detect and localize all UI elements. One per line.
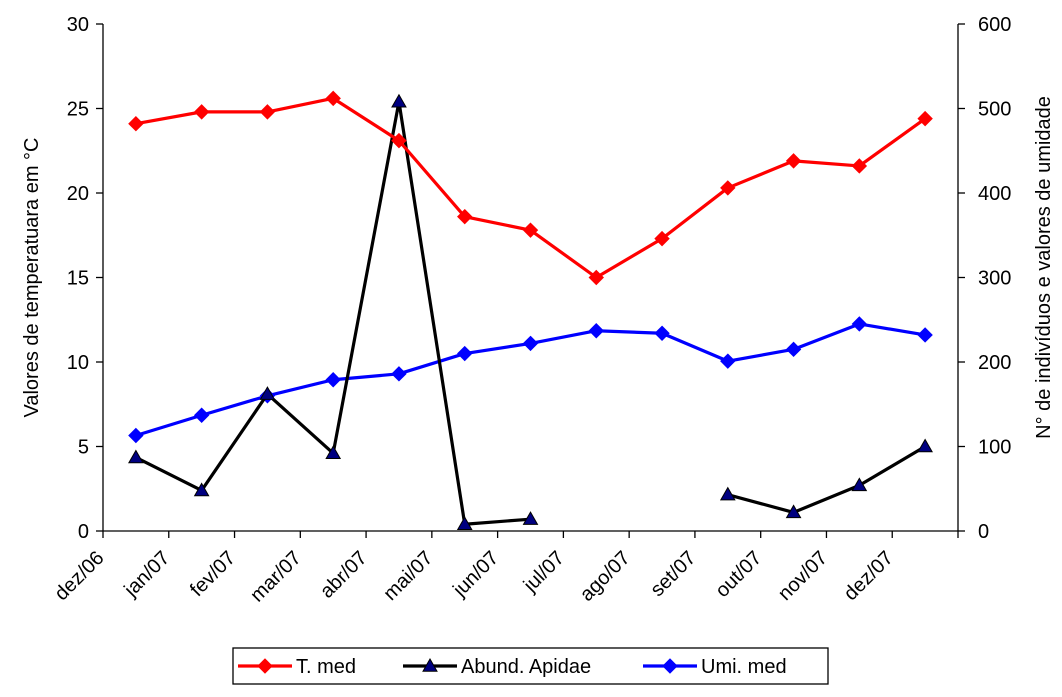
point-abund-apidae <box>851 477 868 492</box>
point-abund-apidae <box>719 486 736 501</box>
point-umi-med <box>588 323 604 339</box>
y-axis-right-title: N° de indivíduos e valores de umidade <box>1033 96 1055 439</box>
point-abund-apidae <box>259 386 276 400</box>
x-tick-label: dez/07 <box>840 547 898 605</box>
y-left-tick-label: 0 <box>78 521 89 543</box>
point-t-med <box>391 132 407 149</box>
point-abund-apidae <box>785 504 802 519</box>
point-umi-med <box>128 427 144 444</box>
point-t-med <box>522 222 539 238</box>
y-right-tick-label: 500 <box>978 99 1011 121</box>
point-t-med <box>654 230 670 247</box>
legend-label: T. med <box>296 656 356 678</box>
point-abund-apidae <box>456 516 473 530</box>
series-line-t-med <box>135 96 927 280</box>
x-tick-label: set/07 <box>646 547 700 601</box>
point-abund-apidae <box>522 511 539 525</box>
point-t-med <box>325 90 341 107</box>
legend-box <box>232 647 829 685</box>
series-line-abund-apidae <box>727 445 926 515</box>
y-left-tick-label: 20 <box>67 183 89 205</box>
x-tick-label: mai/07 <box>379 547 437 605</box>
y-right-tick-label: 400 <box>978 183 1011 205</box>
point-t-med <box>851 158 868 174</box>
x-tick-label: abr/07 <box>316 547 372 603</box>
series-line-abund-apidae <box>135 100 531 526</box>
point-t-med <box>259 104 276 120</box>
legend-swatch-marker <box>422 657 438 672</box>
point-t-med <box>588 269 604 286</box>
x-tick-label: dez/06 <box>51 547 109 605</box>
point-umi-med <box>522 335 539 352</box>
point-t-med <box>917 110 933 127</box>
y-right-tick-label: 200 <box>978 352 1011 374</box>
series-t-med <box>128 90 933 286</box>
point-umi-med <box>325 372 341 388</box>
legend-swatch-marker <box>662 658 678 674</box>
series-layer <box>128 90 933 530</box>
point-abund-apidae <box>325 445 342 460</box>
point-abund-apidae <box>917 438 933 453</box>
y-left-tick-label: 25 <box>67 99 89 121</box>
x-tick-label: nov/07 <box>774 547 832 605</box>
x-tick-label: mar/07 <box>246 547 306 607</box>
point-t-med <box>128 116 144 132</box>
point-abund-apidae <box>391 93 407 108</box>
point-t-med <box>720 180 736 196</box>
point-abund-apidae <box>128 449 144 464</box>
point-umi-med <box>654 325 670 341</box>
legend-label: Umi. med <box>701 656 787 678</box>
y-left-tick-label: 5 <box>78 437 89 459</box>
y-left-tick-label: 10 <box>67 352 89 374</box>
y-axis-left-title: Valores de temperatuara em °C <box>21 138 43 418</box>
x-tick-label: fev/07 <box>186 547 240 601</box>
y-right-tick-label: 100 <box>978 437 1011 459</box>
point-umi-med <box>917 327 933 343</box>
point-umi-med <box>720 353 736 369</box>
legend: T. med Abund. Apidae Umi. med <box>232 647 829 685</box>
point-t-med <box>193 104 210 120</box>
point-t-med <box>785 153 802 169</box>
point-umi-med <box>391 366 407 382</box>
y-left-tick-label: 15 <box>67 268 89 290</box>
series-umi-med <box>128 316 933 444</box>
x-tick-label: jun/07 <box>448 547 503 602</box>
y-right-tick-label: 300 <box>978 268 1011 290</box>
point-umi-med <box>457 345 473 362</box>
series-abund-apidae <box>128 93 933 530</box>
x-tick-label: jul/07 <box>519 547 569 597</box>
point-umi-med <box>193 407 210 423</box>
legend-swatch-marker <box>257 658 273 674</box>
legend-label: Abund. Apidae <box>461 656 591 678</box>
point-umi-med <box>851 316 868 332</box>
y-left-tick-label: 30 <box>67 14 89 36</box>
y-right-tick-label: 600 <box>978 14 1011 36</box>
x-tick-label: out/07 <box>711 547 766 602</box>
point-abund-apidae <box>193 482 210 497</box>
y-right-tick-label: 0 <box>978 521 989 543</box>
point-t-med <box>457 208 473 225</box>
x-tick-label: ago/07 <box>576 547 635 606</box>
point-umi-med <box>785 341 802 358</box>
x-tick-label: jan/07 <box>120 547 175 602</box>
